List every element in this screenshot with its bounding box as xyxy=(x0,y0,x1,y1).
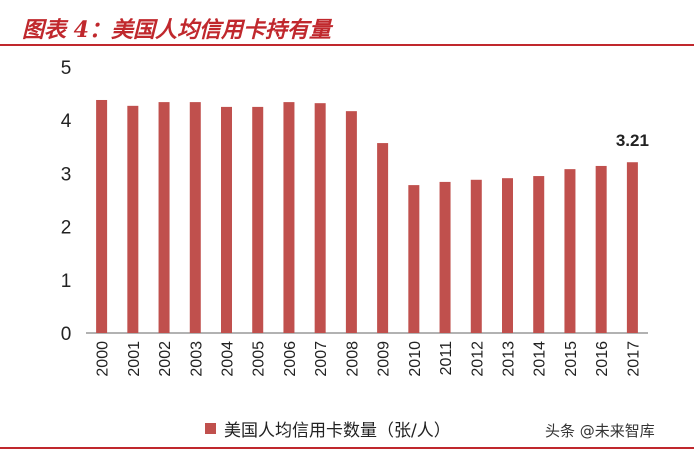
y-tick-label: 5 xyxy=(61,58,72,79)
data-label: 3.21 xyxy=(616,131,649,150)
bar-2009 xyxy=(377,143,389,333)
x-tick-label: 2002 xyxy=(157,341,174,377)
x-tick-label: 2017 xyxy=(625,341,642,377)
x-tick-label: 2005 xyxy=(251,341,268,377)
bar-2017 xyxy=(626,162,638,333)
x-tick-label: 2011 xyxy=(438,341,455,376)
bar-2005 xyxy=(252,106,264,334)
title-divider xyxy=(0,44,694,46)
bar-2015 xyxy=(564,169,576,333)
bar-2007 xyxy=(314,103,326,334)
x-tick-label: 2006 xyxy=(282,341,299,377)
y-tick-label: 3 xyxy=(61,164,72,185)
x-tick-label: 2016 xyxy=(594,341,611,377)
y-tick-label: 0 xyxy=(61,324,72,345)
y-tick-label: 4 xyxy=(61,111,72,132)
bar-2011 xyxy=(439,181,451,333)
bar-2016 xyxy=(595,165,607,333)
x-tick-label: 2012 xyxy=(469,341,486,377)
bar-2002 xyxy=(158,102,170,333)
bar-2006 xyxy=(283,102,295,333)
bar-2014 xyxy=(533,176,545,333)
x-tick-label: 2003 xyxy=(188,341,205,377)
y-tick-label: 1 xyxy=(61,271,72,292)
bottom-divider xyxy=(0,447,694,449)
legend-label: 美国人均信用卡数量（张/人） xyxy=(224,421,451,441)
x-tick-label: 2010 xyxy=(407,341,424,377)
bar-2010 xyxy=(408,185,420,333)
bar-2004 xyxy=(221,106,232,334)
x-tick-label: 2004 xyxy=(220,341,237,377)
x-tick-label: 2000 xyxy=(95,341,112,377)
x-tick-label: 2015 xyxy=(563,341,580,377)
x-tick-label: 2007 xyxy=(313,341,330,377)
bar-2008 xyxy=(345,111,357,333)
legend: 美国人均信用卡数量（张/人） xyxy=(205,416,451,441)
y-tick-label: 2 xyxy=(61,218,72,239)
bar-2001 xyxy=(127,105,139,333)
legend-swatch xyxy=(205,423,216,434)
x-tick-label: 2001 xyxy=(126,341,143,377)
x-tick-label: 2013 xyxy=(501,341,518,377)
bar-2012 xyxy=(470,179,482,333)
bar-2013 xyxy=(502,178,513,333)
x-tick-label: 2008 xyxy=(344,341,361,377)
bar-2003 xyxy=(189,102,201,333)
watermark: 头条 @未来智库 xyxy=(545,422,655,440)
chart-title: 图表 4：美国人均信用卡持有量 xyxy=(22,17,331,43)
bar-2000 xyxy=(96,99,108,333)
x-tick-label: 2009 xyxy=(376,341,393,377)
x-tick-label: 2014 xyxy=(532,341,549,377)
